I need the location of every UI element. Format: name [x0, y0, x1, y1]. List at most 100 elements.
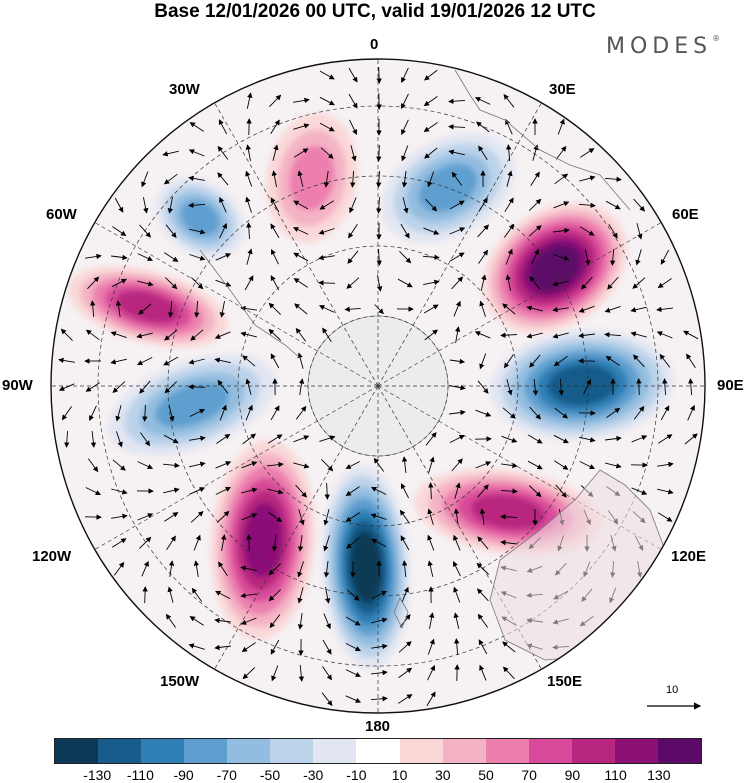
wind-vector — [271, 535, 278, 552]
wind-vector — [246, 92, 253, 109]
wind-vector — [579, 461, 596, 469]
meridian-line — [214, 385, 379, 670]
wind-vector — [448, 98, 466, 104]
wind-vector — [631, 435, 648, 443]
wind-vector — [322, 666, 333, 681]
wind-vector — [370, 513, 387, 520]
wind-vector — [502, 303, 516, 315]
wind-vector — [527, 460, 543, 470]
meridian-line — [214, 102, 379, 387]
wind-vector — [215, 461, 232, 469]
wind-vector — [401, 93, 409, 110]
wind-vector — [297, 535, 304, 552]
wind-vector — [374, 304, 384, 315]
wind-vector — [401, 586, 409, 603]
wind-vector — [216, 510, 230, 523]
wind-vector — [188, 149, 205, 157]
wind-vector — [660, 405, 670, 421]
wind-vector — [142, 404, 148, 422]
wind-vector — [398, 667, 413, 679]
colorbar-tick-label: -10 — [346, 767, 367, 783]
wind-vector — [656, 331, 673, 339]
wind-vector — [423, 96, 438, 107]
wind-vector — [427, 534, 435, 551]
wind-vector — [214, 644, 231, 651]
positive-anomaly — [210, 440, 316, 640]
wind-vector — [427, 664, 435, 681]
lon-label-30w: 30W — [169, 81, 200, 98]
wind-vector — [449, 358, 466, 365]
wind-vector — [475, 121, 490, 133]
wind-vector — [293, 123, 310, 130]
wind-vector — [583, 378, 591, 395]
wind-vector — [502, 407, 516, 419]
wind-vector — [241, 642, 256, 653]
wind-vector — [427, 560, 434, 577]
wind-vector — [219, 222, 227, 239]
wind-vector — [216, 433, 231, 444]
wind-vector — [686, 353, 696, 368]
wind-vector — [217, 172, 229, 186]
wind-vector — [322, 327, 332, 342]
wind-vector — [162, 462, 180, 469]
lon-label-120e: 120E — [671, 548, 707, 565]
anomaly-contour — [243, 502, 283, 578]
wind-vector — [400, 483, 410, 499]
wind-vector — [506, 170, 513, 187]
lon-label-0: 0 — [370, 36, 379, 53]
wind-vector — [477, 484, 489, 498]
anomaly-contour — [470, 494, 546, 530]
colorbar-tick-label: 110 — [604, 767, 627, 783]
colorbar-tick-label: -30 — [303, 767, 324, 783]
wind-vector — [424, 147, 438, 159]
wind-vector — [270, 405, 280, 421]
wind-vector — [426, 691, 436, 707]
wind-vector — [297, 587, 304, 604]
wind-vector — [505, 274, 512, 291]
africa-coastline — [454, 69, 631, 211]
wind-vector — [193, 560, 200, 577]
wind-vector — [605, 435, 622, 442]
lon-label-60e: 60E — [672, 206, 699, 223]
wind-vector — [85, 329, 100, 341]
wind-vector — [401, 171, 408, 188]
wind-vector — [241, 461, 258, 469]
wind-vector — [345, 486, 360, 497]
wind-vector — [214, 331, 231, 339]
colorbar-swatch — [141, 739, 185, 763]
wind-vector — [657, 278, 672, 289]
wind-vector — [139, 380, 151, 394]
wind-vector — [531, 248, 539, 265]
wind-vector — [268, 328, 282, 341]
wind-vector — [454, 326, 461, 343]
wind-vector — [215, 590, 231, 600]
lon-label-180: 180 — [365, 718, 391, 735]
wind-vector — [297, 561, 304, 578]
wind-vector — [401, 145, 409, 162]
wind-vector — [555, 145, 567, 160]
wind-vector — [371, 590, 388, 600]
wind-vector — [370, 669, 388, 676]
wind-vector — [323, 561, 330, 578]
wind-vector — [604, 332, 622, 338]
wind-vector — [112, 459, 126, 471]
wind-vector — [346, 589, 360, 601]
wind-vector — [605, 462, 622, 469]
wind-vector — [579, 226, 595, 236]
wind-vector — [89, 405, 97, 422]
wind-vector — [400, 223, 410, 239]
lon-label-90e: 90E — [717, 377, 744, 394]
wind-vector — [500, 539, 517, 546]
wind-vector — [219, 196, 227, 213]
wind-vector — [529, 354, 541, 368]
wind-vector — [606, 407, 621, 418]
wind-vector — [377, 275, 383, 292]
wind-vector — [579, 436, 596, 443]
negative-anomaly — [490, 329, 674, 441]
wind-vector — [480, 274, 487, 291]
lon-label-150w: 150W — [160, 673, 200, 690]
wind-vector — [401, 119, 409, 136]
lon-label-150e: 150E — [547, 673, 583, 690]
wind-vector — [267, 488, 284, 495]
